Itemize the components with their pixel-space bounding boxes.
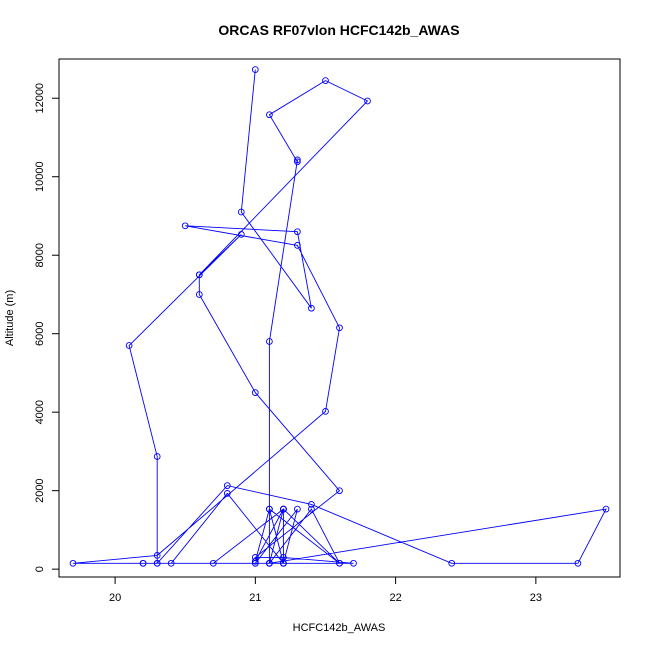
- data-point: [195, 291, 203, 298]
- data-point: [153, 552, 161, 559]
- data-point: [322, 408, 329, 415]
- data-point: [251, 559, 259, 567]
- y-tick-label: 12000: [34, 83, 46, 114]
- y-axis-label: Altitude (m): [4, 290, 16, 346]
- data-point: [139, 559, 147, 567]
- series-line: [72, 69, 607, 564]
- data-point: [251, 557, 259, 565]
- data-point: [308, 505, 315, 513]
- chart-title: ORCAS RF07vlon HCFC142b_AWAS: [218, 22, 459, 38]
- data-point: [280, 559, 287, 567]
- y-tick-label: 6000: [34, 321, 46, 345]
- data-point: [294, 242, 301, 249]
- data-point: [308, 501, 315, 508]
- data-point: [294, 228, 301, 236]
- data-point: [69, 559, 77, 567]
- data-point: [336, 324, 343, 332]
- data-point: [336, 559, 343, 567]
- data-point: [308, 304, 315, 312]
- data-point: [266, 559, 273, 567]
- data-point: [195, 271, 203, 279]
- x-tick-label: 22: [389, 592, 401, 604]
- y-tick-label: 4000: [34, 400, 46, 424]
- data-point: [251, 66, 259, 73]
- data-point: [251, 389, 259, 396]
- x-tick-label: 23: [530, 592, 542, 604]
- data-point: [294, 505, 301, 513]
- data-point: [167, 559, 175, 567]
- data-point: [266, 111, 273, 119]
- data-point: [125, 342, 133, 349]
- data-point: [237, 231, 245, 238]
- data-point: [574, 559, 582, 567]
- data-point: [322, 77, 329, 84]
- data-point: [223, 490, 231, 497]
- x-tick-label: 20: [109, 592, 121, 604]
- x-axis-label: HCFC142b_AWAS: [293, 622, 386, 634]
- data-point: [181, 222, 189, 230]
- data-point: [350, 559, 357, 567]
- y-tick-label: 10000: [34, 161, 46, 192]
- data-point: [153, 453, 161, 460]
- y-tick-label: 8000: [34, 243, 46, 267]
- data-point: [448, 559, 456, 567]
- data-point: [294, 156, 301, 164]
- data-point: [364, 97, 371, 105]
- data-point: [266, 505, 273, 513]
- data-point: [602, 505, 610, 513]
- data-point: [266, 338, 273, 345]
- data-point: [237, 208, 245, 216]
- series-layer: [69, 66, 610, 567]
- x-tick-label: 21: [249, 592, 261, 604]
- data-point: [223, 482, 231, 489]
- data-point: [294, 158, 301, 166]
- x-axis: 20 21 22 23: [109, 576, 542, 604]
- y-tick-label: 2000: [34, 478, 46, 502]
- y-axis: 0 2000 4000 6000 8000 10000 12000: [34, 83, 60, 572]
- y-tick-label: 0: [34, 566, 46, 572]
- data-point: [153, 559, 161, 567]
- data-point: [336, 487, 343, 495]
- data-point: [280, 505, 287, 513]
- data-point: [209, 559, 217, 567]
